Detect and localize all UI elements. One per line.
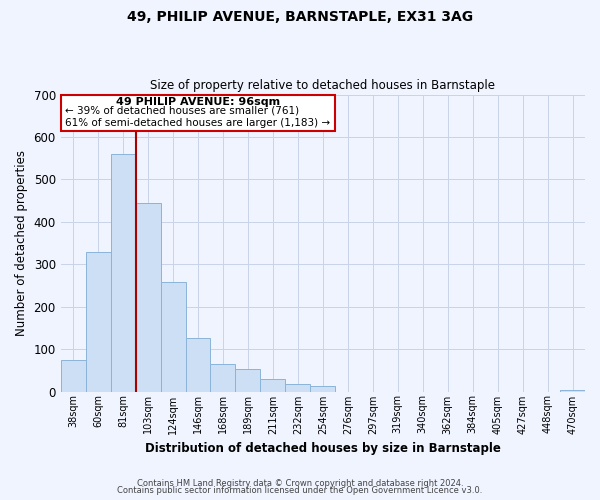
Bar	[185, 338, 211, 392]
Bar	[310, 386, 335, 392]
Y-axis label: Number of detached properties: Number of detached properties	[15, 150, 28, 336]
Bar	[560, 390, 585, 392]
Bar	[286, 384, 310, 392]
Bar	[61, 360, 86, 392]
Text: Contains public sector information licensed under the Open Government Licence v3: Contains public sector information licen…	[118, 486, 482, 495]
Bar	[86, 252, 110, 392]
Text: ← 39% of detached houses are smaller (761): ← 39% of detached houses are smaller (76…	[65, 106, 299, 116]
Text: Contains HM Land Registry data © Crown copyright and database right 2024.: Contains HM Land Registry data © Crown c…	[137, 478, 463, 488]
Bar	[161, 282, 185, 392]
Text: 61% of semi-detached houses are larger (1,183) →: 61% of semi-detached houses are larger (…	[65, 118, 331, 128]
Bar	[136, 202, 161, 392]
Text: 49 PHILIP AVENUE: 96sqm: 49 PHILIP AVENUE: 96sqm	[116, 97, 280, 107]
Title: Size of property relative to detached houses in Barnstaple: Size of property relative to detached ho…	[151, 79, 496, 92]
X-axis label: Distribution of detached houses by size in Barnstaple: Distribution of detached houses by size …	[145, 442, 501, 455]
Bar	[260, 379, 286, 392]
Text: 49, PHILIP AVENUE, BARNSTAPLE, EX31 3AG: 49, PHILIP AVENUE, BARNSTAPLE, EX31 3AG	[127, 10, 473, 24]
Bar	[235, 370, 260, 392]
Bar	[110, 154, 136, 392]
Bar	[211, 364, 235, 392]
